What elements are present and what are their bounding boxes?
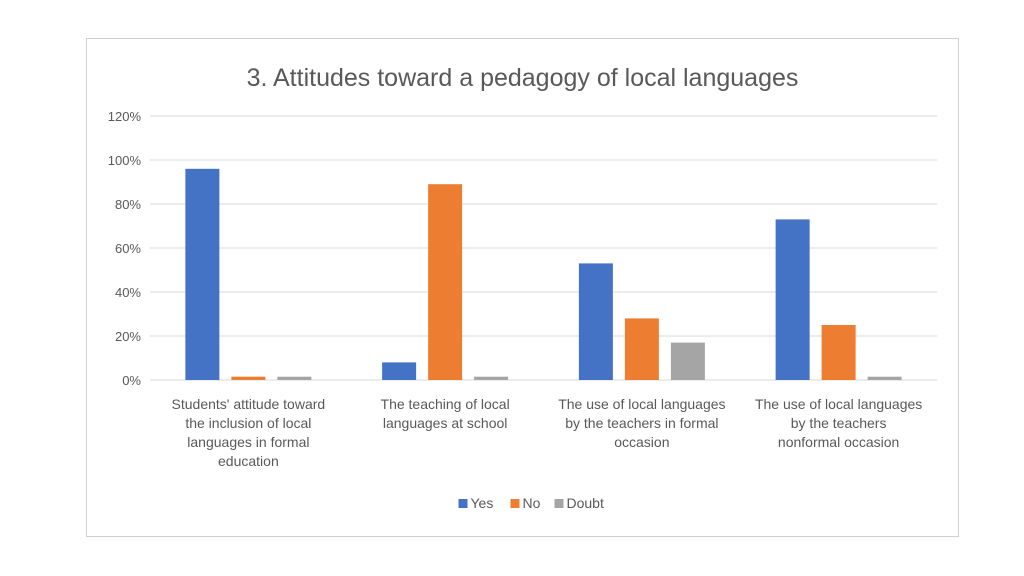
bars — [185, 168, 902, 380]
grid-lines — [150, 115, 937, 381]
y-tick-label: 40% — [115, 285, 141, 300]
bar-doubt-3 — [670, 342, 705, 380]
legend-item-no: No — [510, 495, 541, 511]
category-labels: Students' attitude toward the inclusion o… — [172, 396, 923, 469]
legend-swatch — [510, 499, 520, 508]
category-label: The use of local languages by the teacher… — [755, 396, 922, 450]
bar-yes-1 — [185, 168, 220, 380]
legend-label: Yes — [471, 495, 494, 511]
y-axis-ticks: 0% 20% 40% 60% 80% 100% 120% — [108, 109, 142, 388]
chart-frame: 3. Attitudes toward a pedagogy of local … — [86, 38, 959, 537]
bar-no-1 — [231, 376, 266, 380]
y-tick-label: 120% — [108, 109, 142, 124]
category-label: Students' attitude toward the inclusion o… — [172, 396, 326, 469]
legend-item-doubt: Doubt — [554, 495, 604, 511]
category-label: The teaching of local languages at school — [381, 396, 510, 431]
legend-label: Doubt — [567, 495, 604, 511]
bar-yes-3 — [578, 263, 613, 380]
y-tick-label: 20% — [115, 329, 141, 344]
bar-chart: 3. Attitudes toward a pedagogy of local … — [108, 64, 937, 511]
y-tick-label: 60% — [115, 241, 141, 256]
bar-no-2 — [428, 184, 463, 380]
bar-doubt-1 — [277, 376, 312, 380]
bar-no-3 — [624, 318, 659, 380]
bar-doubt-4 — [867, 376, 902, 380]
legend-swatch — [554, 499, 564, 508]
legend-label: No — [523, 495, 541, 511]
chart-title: 3. Attitudes toward a pedagogy of local … — [247, 64, 799, 92]
bar-yes-2 — [382, 362, 417, 380]
y-tick-label: 0% — [122, 373, 141, 388]
y-tick-label: 100% — [108, 153, 142, 168]
legend-item-yes: Yes — [458, 495, 494, 511]
bar-doubt-2 — [474, 376, 509, 380]
legend-swatch — [458, 499, 468, 508]
category-label: The use of local languages by the teacher… — [558, 396, 725, 450]
bar-yes-4 — [775, 219, 810, 380]
bar-no-4 — [821, 325, 856, 380]
y-tick-label: 80% — [115, 197, 141, 212]
legend: Yes No Doubt — [458, 495, 604, 511]
